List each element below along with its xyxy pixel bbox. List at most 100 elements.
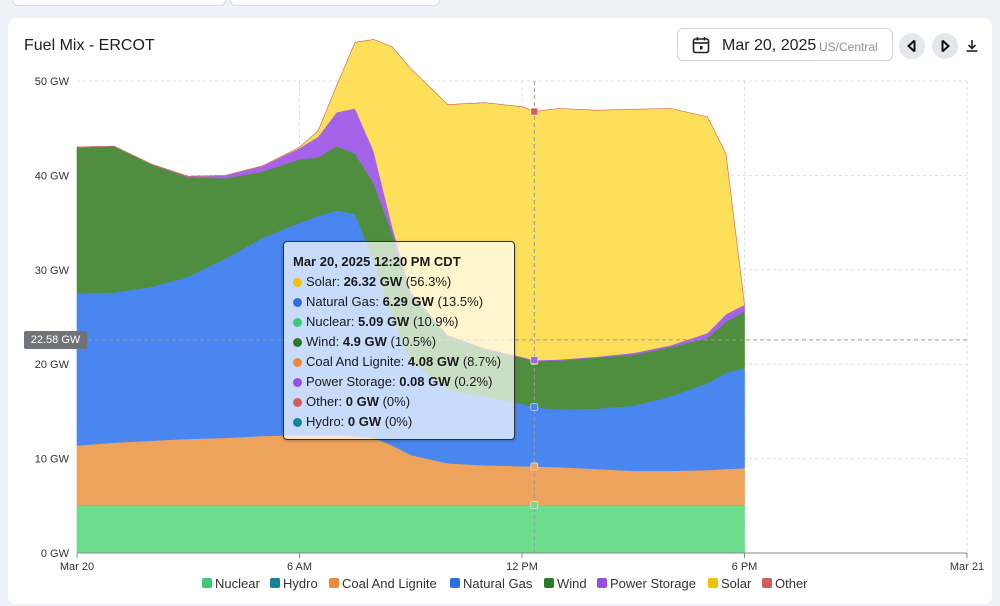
chevron-left-icon (907, 39, 916, 53)
tooltip-series-name: Solar: (306, 274, 344, 289)
tooltip-title: Mar 20, 2025 12:20 PM CDT (293, 254, 461, 269)
tooltip-series-pct: (0%) (381, 414, 413, 429)
legend-swatch (329, 578, 339, 588)
prev-day-button[interactable] (899, 33, 925, 59)
tooltip-series-pct: (56.3%) (402, 274, 452, 289)
legend-label: Power Storage (610, 576, 696, 591)
y-tick-label: 0 GW (41, 548, 70, 560)
tooltip-series-pct: (10.9%) (409, 314, 459, 329)
legend-label: Hydro (283, 576, 318, 591)
tooltip-row: Wind: 4.9 GW (10.5%) (293, 334, 436, 350)
date-value: Mar 20, 2025 (722, 37, 817, 54)
tooltip-row: Solar: 26.32 GW (56.3%) (293, 274, 451, 290)
series-dot (293, 358, 302, 367)
legend-swatch (597, 578, 607, 588)
legend-swatch (450, 578, 460, 588)
y-tick-label: 10 GW (35, 454, 70, 466)
legend-label: Coal And Lignite (342, 576, 437, 591)
series-dot (293, 318, 302, 327)
legend-item-coal-and-lignite[interactable]: Coal And Lignite (329, 576, 437, 591)
tooltip-series-name: Nuclear: (306, 314, 359, 329)
tooltip-series-pct: (13.5%) (433, 294, 484, 309)
x-tick-label: Mar 20 (60, 561, 94, 573)
next-day-button[interactable] (932, 33, 958, 59)
legend-swatch (544, 578, 554, 588)
tooltip-row: Natural Gas: 6.29 GW (13.5%) (293, 294, 483, 310)
tooltip-series-value: 0 GW (345, 394, 379, 409)
tooltip-row: Coal And Lignite: 4.08 GW (8.7%) (293, 354, 501, 370)
stacked-areas[interactable] (76, 39, 745, 554)
legend-item-nuclear[interactable]: Nuclear (202, 576, 260, 591)
legend-item-hydro[interactable]: Hydro (270, 576, 318, 591)
legend-item-solar[interactable]: Solar (708, 576, 752, 591)
area-nuclear[interactable] (76, 504, 745, 554)
y-tick-label: 50 GW (35, 76, 70, 88)
series-dot (293, 298, 302, 307)
tooltip-series-value: 4.08 GW (407, 354, 460, 369)
tooltip-series-pct: (0.2%) (450, 374, 493, 389)
tooltip-series-value: 0 GW (347, 414, 382, 429)
legend-label: Wind (557, 576, 587, 591)
tooltip-series-name: Natural Gas: (306, 294, 383, 309)
calendar-icon (692, 36, 710, 59)
crosshair-marker-power-storage (530, 356, 539, 364)
timezone-label: US/Central (819, 40, 878, 54)
x-tick-label: 6 PM (732, 561, 758, 573)
legend-label: Nuclear (215, 576, 260, 591)
area-other[interactable] (76, 39, 745, 305)
legend-label: Natural Gas (463, 576, 533, 591)
crosshair-y-value-badge: 22.58 GW (24, 331, 87, 349)
tooltip-series-name: Wind: (306, 334, 343, 349)
tooltip-series-name: Hydro: (306, 414, 348, 429)
legend-swatch (762, 578, 772, 588)
x-tick-label: Mar 21 (950, 561, 984, 573)
legend-item-power-storage[interactable]: Power Storage (597, 576, 696, 591)
series-dot (293, 418, 302, 427)
tooltip-row: Power Storage: 0.08 GW (0.2%) (293, 374, 492, 390)
x-tick-label: 6 AM (287, 561, 312, 573)
legend-label: Solar (721, 576, 752, 591)
tooltip-series-pct: (10.5%) (386, 334, 437, 349)
series-dot (293, 378, 302, 387)
tooltip-series-name: Coal And Lignite: (306, 354, 408, 369)
crosshair-marker-other (530, 107, 539, 116)
legend-swatch (708, 578, 718, 588)
crosshair (88, 81, 967, 553)
tooltip-series-value: 5.09 GW (358, 314, 410, 329)
tooltip-series-name: Power Storage: (306, 374, 400, 389)
tooltip-series-value: 4.9 GW (342, 334, 387, 349)
tooltip-series-pct: (0%) (378, 394, 411, 409)
tooltip-series-name: Other: (306, 394, 346, 409)
chart-title: Fuel Mix - ERCOT (24, 37, 155, 54)
series-dot (293, 278, 302, 287)
x-tick-label: 12 PM (506, 561, 538, 573)
tooltip-row: Other: 0 GW (0%) (293, 394, 410, 410)
legend-swatch (270, 578, 280, 588)
legend-item-wind[interactable]: Wind (544, 576, 587, 591)
download-icon (966, 40, 978, 52)
chevron-right-icon (941, 39, 950, 53)
tooltip: Mar 20, 2025 12:20 PM CDT Solar: 26.32 G… (283, 241, 515, 440)
legend-swatch (202, 578, 212, 588)
tooltip-series-value: 0.08 GW (399, 374, 451, 389)
legend-label: Other (775, 576, 808, 591)
crosshair-marker-natural-gas (530, 403, 539, 411)
y-tick-label: 30 GW (35, 265, 70, 277)
legend[interactable]: Nuclear Hydro Coal And Lignite Natural Gas W… (202, 576, 808, 591)
crosshair-marker-coal-and-lignite (530, 462, 539, 471)
legend-item-natural-gas[interactable]: Natural Gas (450, 576, 533, 591)
tooltip-series-value: 6.29 GW (382, 294, 434, 309)
tooltip-row: Nuclear: 5.09 GW (10.9%) (293, 314, 458, 330)
tooltip-series-pct: (8.7%) (459, 354, 502, 369)
legend-item-other[interactable]: Other (762, 576, 808, 591)
tooltip-series-value: 26.32 GW (343, 274, 403, 289)
axes: 0 GW 10 GW 20 GW 30 GW 40 GW 50 GW Mar 20 6 AM 1… (35, 76, 984, 573)
series-dot (293, 398, 302, 407)
series-dot (293, 338, 302, 347)
y-tick-label: 20 GW (35, 359, 70, 371)
date-picker[interactable]: Mar 20, 2025 US/Central (677, 28, 893, 61)
tooltip-row: Hydro: 0 GW (0%) (293, 414, 412, 430)
download-button[interactable] (963, 37, 981, 55)
crosshair-marker-nuclear (530, 501, 539, 509)
